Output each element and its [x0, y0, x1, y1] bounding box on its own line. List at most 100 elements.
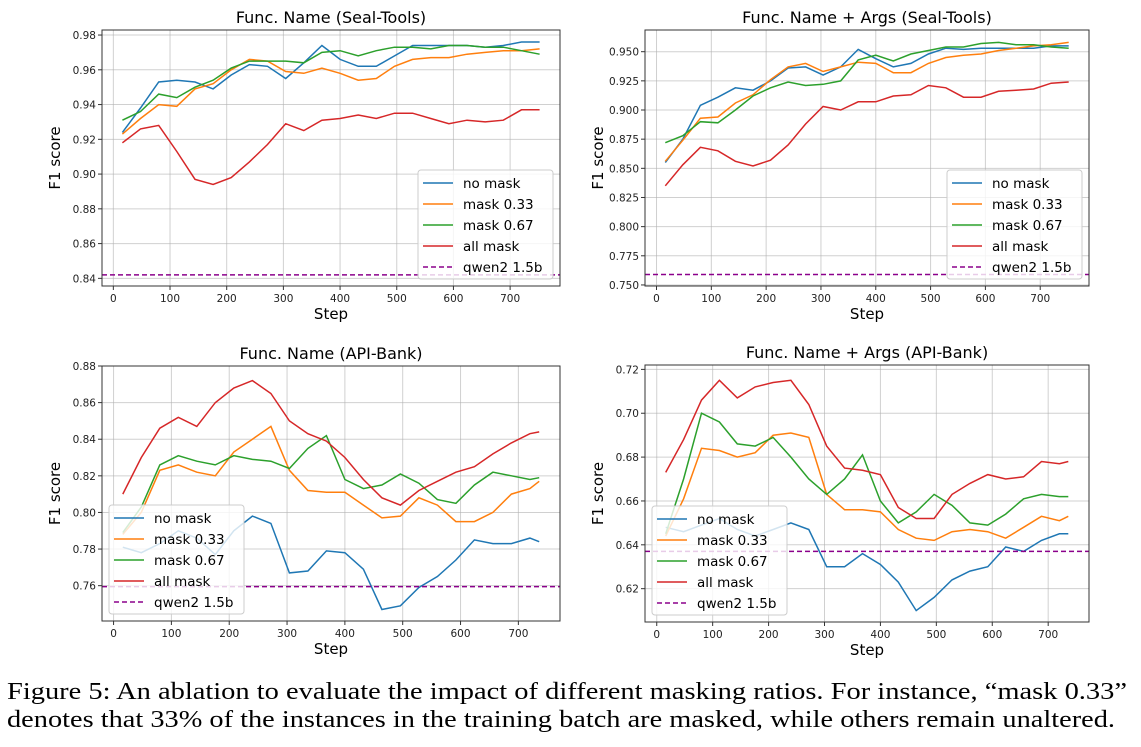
x-tick-label: 400	[330, 293, 350, 305]
x-tick-label: 100	[701, 293, 721, 305]
series-line-mask-0-33	[122, 425, 540, 535]
x-tick-label: 300	[277, 628, 297, 640]
y-tick-label: 0.800	[609, 222, 639, 234]
legend-label: no mask	[992, 176, 1050, 192]
series-line-mask-0-33	[665, 432, 1069, 542]
y-tick-label: 0.850	[609, 163, 639, 175]
y-tick-label: 0.76	[73, 581, 97, 593]
x-tick-label: 200	[219, 628, 239, 640]
y-tick-label: 0.750	[609, 280, 639, 292]
y-tick-label: 0.80	[73, 507, 96, 519]
legend-label: qwen2 1.5b	[154, 595, 233, 611]
series-line-mask-0-67	[122, 434, 540, 534]
y-tick-label: 0.92	[73, 134, 96, 146]
caption-line-2: denotes that 33% of the instances in the…	[7, 707, 1115, 733]
legend-box	[946, 169, 1083, 280]
series-line-all-mask	[665, 379, 1069, 520]
x-tick-label: 500	[387, 293, 407, 305]
series-line-mask-0-67	[122, 44, 540, 121]
y-tick-label: 0.900	[609, 105, 639, 117]
legend-label: all mask	[154, 574, 211, 590]
legend-label: all mask	[463, 239, 520, 255]
legend-label: all mask	[697, 575, 754, 591]
legend-label: no mask	[463, 176, 521, 192]
y-tick-label: 0.90	[73, 169, 96, 181]
y-tick-label: 0.925	[609, 76, 639, 88]
x-tick-label: 300	[814, 629, 834, 641]
y-tick-label: 0.88	[73, 204, 96, 216]
legend-label: mask 0.67	[992, 218, 1063, 234]
subplot-3: 0 100 200 300 400 500 600 700 0.76 0.78 0.80 0.82 0.…	[46, 344, 561, 658]
y-tick-label: 0.68	[616, 452, 639, 464]
x-tick-label: 100	[160, 293, 180, 305]
series-line-mask-0-67	[665, 41, 1069, 144]
y-axis-label: F1 score	[589, 462, 607, 525]
x-tick-label: 400	[866, 293, 886, 305]
x-tick-label: 0	[110, 293, 117, 305]
axes-frame	[101, 29, 561, 287]
y-tick-label: 0.96	[73, 65, 97, 77]
x-tick-label: 200	[756, 293, 776, 305]
legend-label: mask 0.33	[154, 532, 225, 548]
x-axis-label: Step	[314, 640, 348, 658]
series-line-mask-0-33	[121, 48, 540, 135]
caption-line-1: Figure 5: An ablation to evaluate the im…	[7, 679, 1127, 705]
y-axis-label: F1 score	[46, 462, 64, 525]
x-tick-label: 400	[870, 629, 890, 641]
y-tick-label: 0.72	[616, 364, 639, 376]
x-tick-label: 400	[335, 628, 355, 640]
subplot-title: Func. Name (Seal-Tools)	[236, 8, 426, 27]
subplot-title: Func. Name (API-Bank)	[239, 344, 422, 363]
legend-label: qwen2 1.5b	[697, 596, 776, 612]
legend: no mask mask 0.33 mask 0.67 all mask qwen2 1…	[946, 169, 1083, 280]
legend-label: mask 0.33	[463, 197, 534, 213]
x-tick-label: 100	[161, 628, 181, 640]
x-tick-label: 200	[759, 629, 779, 641]
x-axis-label: Step	[850, 305, 884, 323]
subplot-title: Func. Name + Args (Seal-Tools)	[742, 8, 992, 27]
subplot-title: Func. Name + Args (API-Bank)	[746, 343, 988, 362]
legend: no mask mask 0.33 mask 0.67 all mask qwen2 1…	[651, 505, 788, 616]
y-axis-label: F1 score	[46, 126, 64, 189]
y-tick-label: 0.62	[616, 584, 639, 596]
y-tick-label: 0.825	[609, 192, 639, 204]
series-line-all-mask	[664, 81, 1069, 187]
x-tick-label: 0	[110, 628, 117, 640]
x-axis-label: Step	[314, 305, 348, 323]
x-tick-label: 600	[975, 293, 995, 305]
legend-box	[651, 505, 788, 616]
y-tick-label: 0.98	[73, 30, 96, 42]
x-tick-label: 300	[273, 293, 293, 305]
y-axis-label: F1 score	[589, 126, 607, 189]
series-line-no-mask	[664, 45, 1069, 163]
series-line-all-mask	[121, 109, 540, 186]
x-tick-label: 600	[982, 629, 1002, 641]
x-tick-label: 700	[1030, 293, 1050, 305]
x-tick-label: 200	[217, 293, 237, 305]
legend-label: qwen2 1.5b	[463, 260, 542, 276]
y-tick-label: 0.875	[609, 134, 639, 146]
axes-frame	[644, 29, 1090, 287]
x-tick-label: 500	[393, 628, 413, 640]
legend-label: mask 0.67	[463, 218, 534, 234]
x-tick-label: 300	[811, 293, 831, 305]
y-tick-label: 0.86	[73, 239, 97, 251]
x-tick-label: 0	[653, 293, 660, 305]
legend: no mask mask 0.33 mask 0.67 all mask qwen2 1…	[417, 169, 554, 280]
y-tick-label: 0.950	[609, 47, 639, 59]
y-tick-label: 0.82	[73, 471, 96, 483]
x-tick-label: 700	[1038, 629, 1058, 641]
x-tick-label: 100	[703, 629, 723, 641]
legend-label: qwen2 1.5b	[992, 260, 1071, 276]
subplot-4: 0 100 200 300 400 500 600 700 0.62 0.64 0.66 0.68 0.…	[589, 343, 1090, 659]
legend-label: all mask	[992, 239, 1049, 255]
y-tick-label: 0.84	[73, 273, 97, 285]
y-tick-label: 0.94	[73, 100, 97, 112]
y-tick-label: 0.84	[73, 434, 97, 446]
x-tick-label: 0	[653, 629, 660, 641]
axes-frame	[101, 365, 561, 622]
y-tick-label: 0.70	[616, 408, 639, 420]
series-line-mask-0-33	[664, 41, 1069, 162]
y-tick-label: 0.66	[616, 496, 640, 508]
